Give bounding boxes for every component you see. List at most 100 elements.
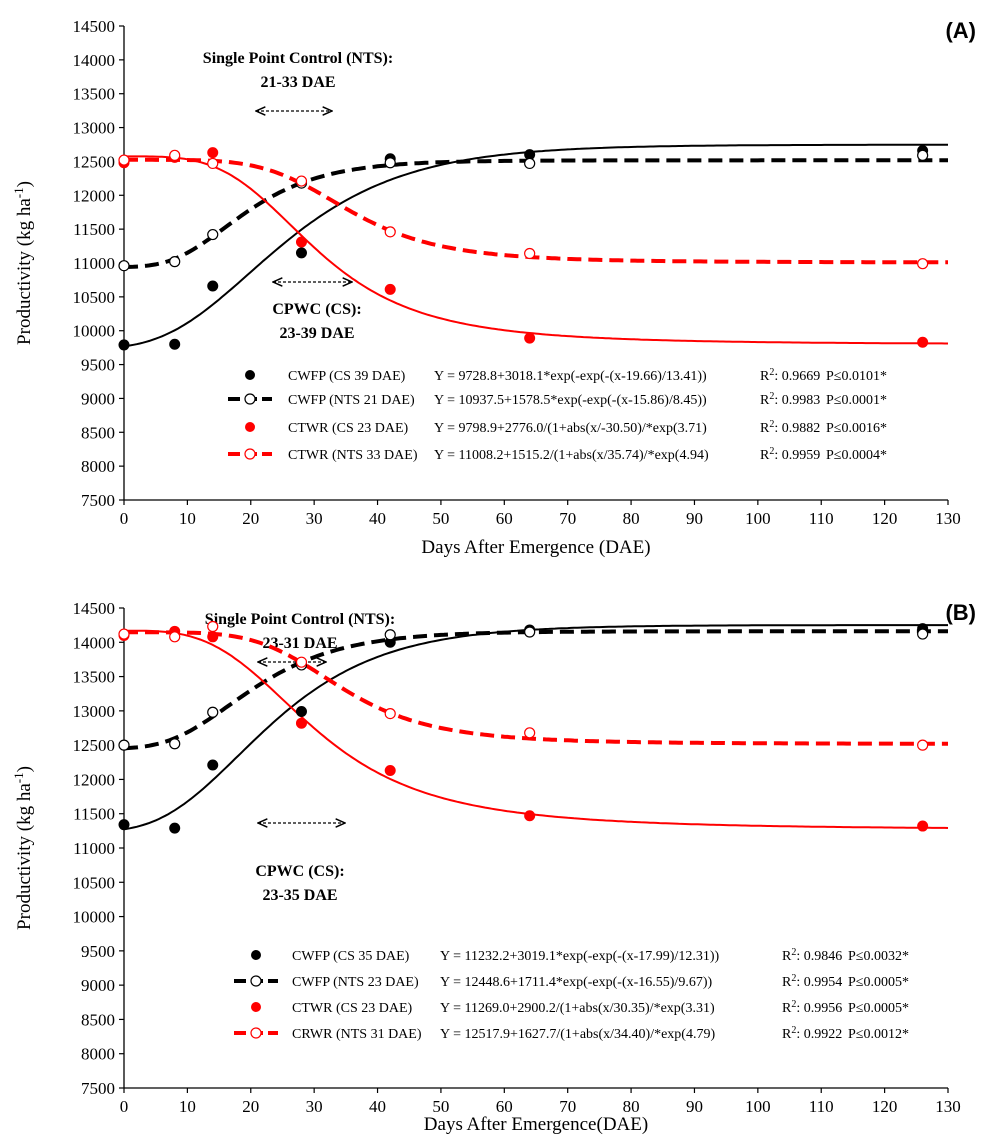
legend-r2: R2: 0.9983 bbox=[760, 391, 820, 408]
legend-label: CWFP (NTS 23 DAE) bbox=[292, 975, 419, 990]
y-axis-label-main: Productivity (kg ha bbox=[14, 783, 35, 930]
fit-curve-cs bbox=[123, 624, 948, 831]
legend-p-value: P≤0.0005* bbox=[848, 1001, 909, 1016]
legend-r2: R2: 0.9922 bbox=[782, 1025, 842, 1042]
x-tick-label: 30 bbox=[306, 1097, 323, 1116]
data-point bbox=[917, 258, 929, 270]
data-point bbox=[207, 147, 219, 159]
r2-superscript: 2 bbox=[769, 419, 774, 430]
legend-label: CWFP (NTS 21 DAE) bbox=[288, 393, 415, 408]
legend-label: CWFP (CS 35 DAE) bbox=[292, 949, 410, 964]
y-tick-label: 12000 bbox=[73, 186, 116, 205]
data-point bbox=[169, 738, 181, 750]
y-axis-label-main: Productivity (kg ha bbox=[14, 198, 35, 345]
y-tick-label: 14000 bbox=[73, 51, 116, 70]
y-tick-label: 14000 bbox=[73, 633, 116, 652]
x-tick-label: 100 bbox=[745, 1097, 771, 1116]
x-tick-label: 90 bbox=[686, 1097, 703, 1116]
y-tick-label: 14500 bbox=[73, 17, 116, 36]
x-tick-label: 0 bbox=[120, 509, 129, 528]
y-tick-label: 11000 bbox=[73, 254, 115, 273]
legend-equation: Y = 11008.2+1515.2/(1+abs(x/35.74)/*exp(… bbox=[434, 448, 709, 463]
panel-tag: (B) bbox=[945, 600, 976, 625]
r2-superscript: 2 bbox=[769, 446, 774, 457]
data-point bbox=[917, 149, 929, 161]
r2-symbol: R bbox=[760, 369, 770, 384]
r2-symbol: R bbox=[782, 1001, 792, 1016]
y-axis-label-superscript: -1 bbox=[11, 187, 26, 198]
data-point bbox=[524, 727, 536, 739]
x-axis-label: Days After Emergence (DAE) bbox=[421, 537, 650, 558]
x-tick-label: 130 bbox=[935, 509, 961, 528]
y-tick-label: 10500 bbox=[73, 873, 116, 892]
legend-r2: R2: 0.9882 bbox=[760, 419, 820, 436]
legend-marker bbox=[250, 975, 262, 987]
y-tick-label: 12500 bbox=[73, 152, 116, 171]
y-axis-label: Productivity (kg ha-1) bbox=[11, 766, 35, 930]
data-point bbox=[524, 810, 536, 822]
y-tick-label: 7500 bbox=[81, 1079, 115, 1098]
panel-b: 7500800085009000950010000105001100011500… bbox=[11, 599, 976, 1135]
data-point bbox=[384, 765, 396, 777]
data-point bbox=[295, 247, 307, 259]
y-tick-label: 13000 bbox=[73, 119, 116, 138]
r2-symbol: R bbox=[782, 1027, 792, 1042]
legend-equation: Y = 10937.5+1578.5*exp(-exp(-(x-15.86)/8… bbox=[434, 393, 707, 408]
data-point bbox=[118, 628, 130, 640]
annotation-title: Single Point Control (NTS): bbox=[203, 50, 393, 67]
y-tick-label: 11500 bbox=[73, 805, 115, 824]
r2-superscript: 2 bbox=[791, 999, 796, 1010]
y-tick-label: 7500 bbox=[81, 491, 115, 510]
r2-value: : 0.9669 bbox=[774, 369, 820, 384]
y-tick-label: 11500 bbox=[73, 220, 115, 239]
x-tick-label: 100 bbox=[745, 509, 771, 528]
r2-symbol: R bbox=[760, 393, 770, 408]
r2-symbol: R bbox=[782, 975, 792, 990]
x-tick-label: 120 bbox=[872, 509, 898, 528]
x-tick-label: 130 bbox=[935, 1097, 961, 1116]
x-tick-label: 20 bbox=[242, 1097, 259, 1116]
annotation-title: Single Point Control (NTS): bbox=[205, 611, 395, 628]
r2-symbol: R bbox=[782, 949, 792, 964]
legend-p-value: P≤0.0005* bbox=[848, 975, 909, 990]
data-point bbox=[207, 228, 219, 241]
y-tick-label: 13500 bbox=[73, 668, 116, 687]
legend-label: CWFP (CS 39 DAE) bbox=[288, 369, 406, 384]
data-point bbox=[295, 175, 308, 187]
y-tick-label: 9500 bbox=[81, 356, 115, 375]
y-tick-label: 9000 bbox=[81, 389, 115, 408]
x-tick-label: 40 bbox=[369, 509, 386, 528]
data-point bbox=[169, 822, 181, 834]
data-point bbox=[295, 236, 307, 248]
legend-marker bbox=[251, 950, 261, 960]
annotation-range: 21-33 DAE bbox=[260, 74, 335, 91]
fit-curve-nts bbox=[123, 629, 948, 751]
panel-a: 7500800085009000950010000105001100011500… bbox=[11, 17, 976, 558]
x-tick-label: 60 bbox=[496, 1097, 513, 1116]
y-axis-label: Productivity (kg ha-1) bbox=[11, 181, 35, 345]
y-tick-label: 10000 bbox=[73, 908, 116, 927]
r2-value: : 0.9959 bbox=[774, 448, 820, 463]
data-point bbox=[118, 739, 130, 751]
panel-tag: (A) bbox=[945, 18, 976, 43]
x-tick-label: 10 bbox=[179, 1097, 196, 1116]
y-tick-label: 8000 bbox=[81, 457, 115, 476]
x-tick-label: 70 bbox=[559, 1097, 576, 1116]
x-tick-label: 110 bbox=[809, 1097, 834, 1116]
data-point bbox=[384, 157, 396, 169]
data-point bbox=[169, 149, 181, 161]
fit-curve-cs bbox=[123, 143, 948, 348]
data-point bbox=[118, 260, 130, 272]
annotation-range: 23-35 DAE bbox=[262, 887, 337, 904]
data-point bbox=[524, 157, 536, 170]
legend-r2: R2: 0.9956 bbox=[782, 999, 842, 1016]
data-point bbox=[169, 631, 181, 643]
data-point bbox=[384, 226, 396, 238]
fit-curve-cs bbox=[124, 155, 948, 345]
y-tick-label: 13000 bbox=[73, 702, 116, 721]
r2-symbol: R bbox=[760, 448, 770, 463]
r2-value: : 0.9882 bbox=[774, 421, 820, 436]
r2-value: : 0.9956 bbox=[796, 1001, 842, 1016]
data-point bbox=[169, 338, 181, 350]
legend-p-value: P≤0.0101* bbox=[826, 369, 887, 384]
